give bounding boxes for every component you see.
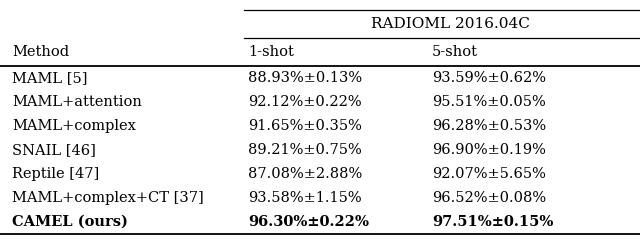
Text: 1-shot: 1-shot	[248, 45, 294, 59]
Text: MAML+complex+CT [37]: MAML+complex+CT [37]	[12, 191, 204, 205]
Text: MAML+attention: MAML+attention	[12, 95, 142, 109]
Text: 89.21%±0.75%: 89.21%±0.75%	[248, 143, 362, 157]
Text: 87.08%±2.88%: 87.08%±2.88%	[248, 167, 362, 181]
Text: 97.51%±0.15%: 97.51%±0.15%	[432, 215, 554, 229]
Text: 5-shot: 5-shot	[432, 45, 478, 59]
Text: MAML [5]: MAML [5]	[12, 71, 88, 85]
Text: CAMEL (ours): CAMEL (ours)	[12, 215, 128, 229]
Text: 93.58%±1.15%: 93.58%±1.15%	[248, 191, 362, 205]
Text: Method: Method	[12, 45, 69, 59]
Text: RADIOML 2016.04C: RADIOML 2016.04C	[371, 17, 529, 31]
Text: 92.12%±0.22%: 92.12%±0.22%	[248, 95, 362, 109]
Text: 93.59%±0.62%: 93.59%±0.62%	[432, 71, 546, 85]
Text: 96.90%±0.19%: 96.90%±0.19%	[432, 143, 546, 157]
Text: 92.07%±5.65%: 92.07%±5.65%	[432, 167, 546, 181]
Text: 95.51%±0.05%: 95.51%±0.05%	[432, 95, 546, 109]
Text: MAML+complex: MAML+complex	[12, 119, 136, 133]
Text: 96.52%±0.08%: 96.52%±0.08%	[432, 191, 546, 205]
Text: 88.93%±0.13%: 88.93%±0.13%	[248, 71, 362, 85]
Text: 96.28%±0.53%: 96.28%±0.53%	[432, 119, 546, 133]
Text: 96.30%±0.22%: 96.30%±0.22%	[248, 215, 369, 229]
Text: 91.65%±0.35%: 91.65%±0.35%	[248, 119, 362, 133]
Text: SNAIL [46]: SNAIL [46]	[12, 143, 96, 157]
Text: Reptile [47]: Reptile [47]	[12, 167, 99, 181]
